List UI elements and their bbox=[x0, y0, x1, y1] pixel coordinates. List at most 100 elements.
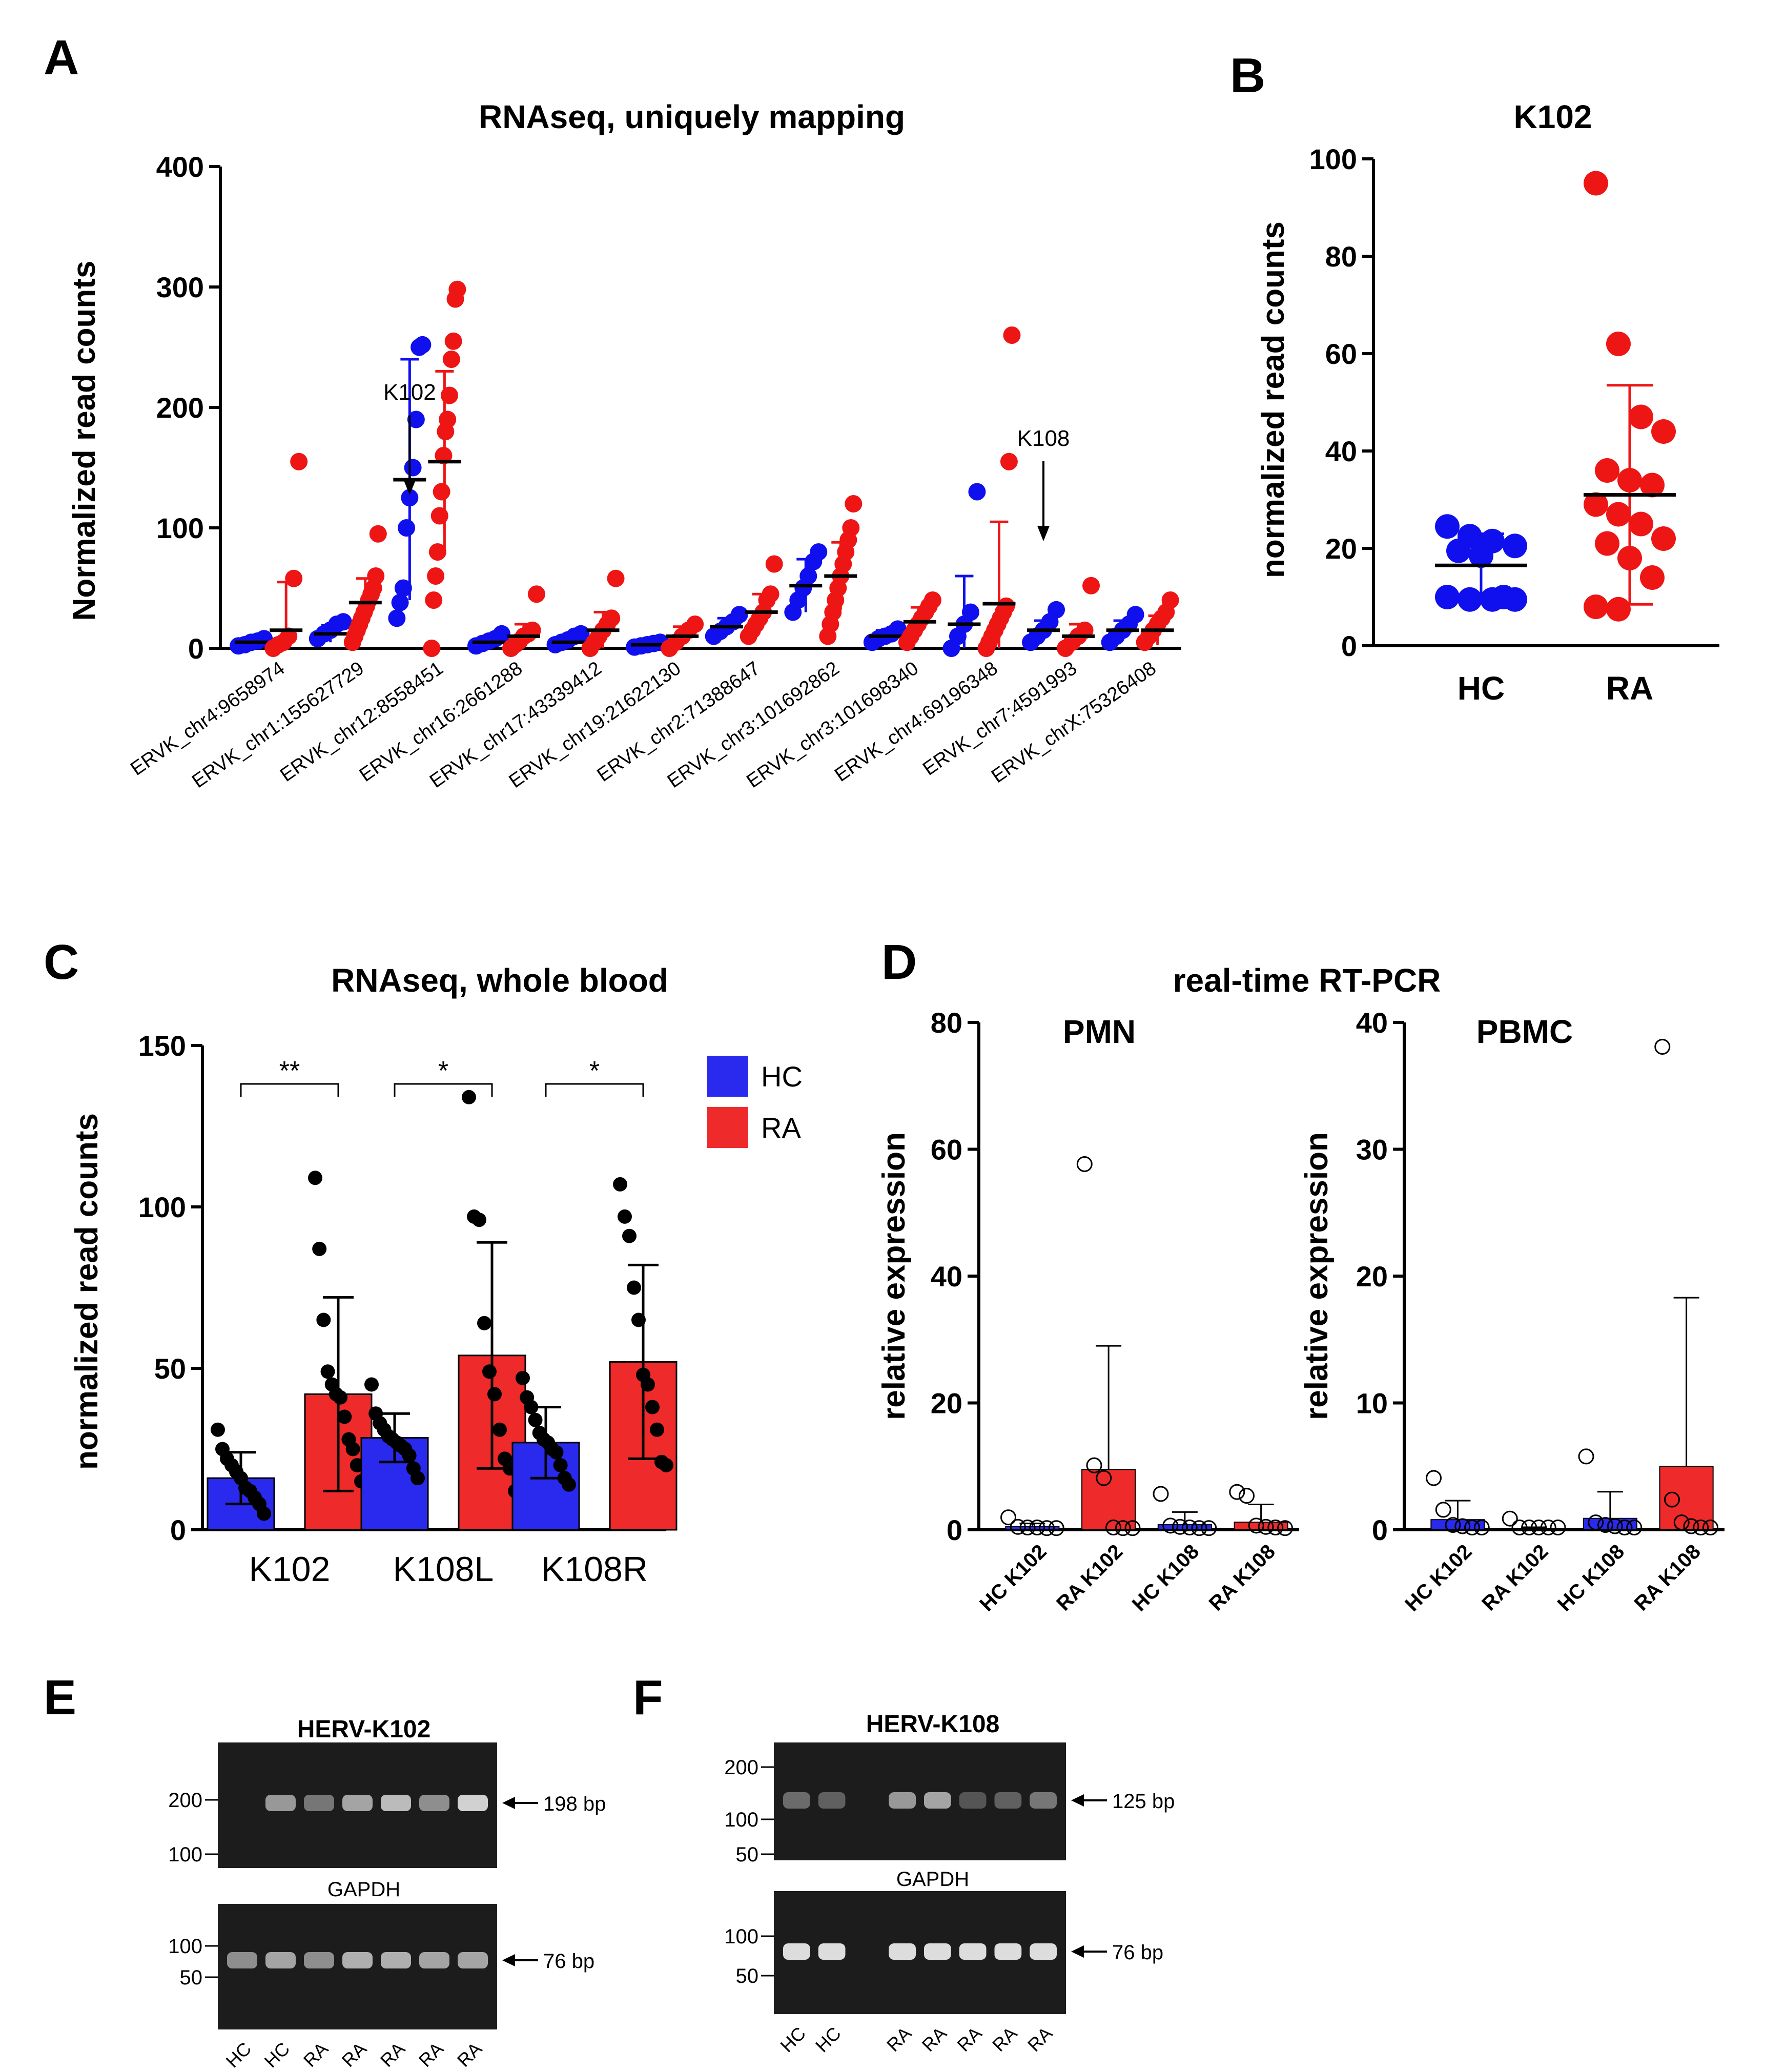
panel-letter-f: F bbox=[633, 1670, 663, 1725]
chart-a-point bbox=[404, 459, 422, 477]
chart-c-ytick-label: 100 bbox=[138, 1191, 186, 1223]
chart-a-point bbox=[961, 603, 979, 621]
chart-a-point bbox=[444, 332, 462, 350]
chart-b-point bbox=[1606, 332, 1631, 356]
chart-d-pmn-point bbox=[1191, 1520, 1207, 1536]
chart-d-pmn-point bbox=[1076, 1156, 1093, 1172]
gel-f-marker-label: 50 bbox=[736, 1965, 759, 1987]
gel-f-bottom-image bbox=[774, 1891, 1066, 2014]
chart-a-point bbox=[765, 555, 783, 573]
chart-a-point bbox=[433, 483, 450, 501]
chart-b-point bbox=[1606, 502, 1631, 527]
gel-e-band bbox=[342, 1952, 373, 1968]
chart-d-pbmc-point bbox=[1654, 1039, 1671, 1055]
chart-b-ytick-label: 0 bbox=[1341, 630, 1357, 662]
gel-e-band bbox=[265, 1795, 296, 1811]
chart-a-point bbox=[428, 543, 446, 561]
gel-f-bottom-title: GAPDH bbox=[896, 1868, 969, 1891]
chart-b-point bbox=[1584, 492, 1608, 517]
chart-a-title: RNAseq, uniquely mapping bbox=[479, 98, 905, 135]
chart-d-pbmc-point bbox=[1426, 1470, 1442, 1486]
chart-d-pbmc-xtick-label: RA K108 bbox=[1630, 1540, 1705, 1615]
gel-f-band bbox=[924, 1943, 951, 1960]
chart-c-point bbox=[627, 1280, 641, 1295]
chart-a-point bbox=[290, 453, 308, 470]
gel-e-band bbox=[381, 1795, 411, 1811]
chart-b-xtick-label: HC bbox=[1458, 670, 1505, 707]
chart-a-point bbox=[369, 525, 387, 543]
chart-d-pmn-point bbox=[1267, 1520, 1284, 1536]
chart-b-ylabel: normalized read counts bbox=[1256, 221, 1291, 578]
gel-e-marker-label: 100 bbox=[168, 1935, 202, 1958]
chart-a-point bbox=[686, 616, 704, 633]
chart-c-point bbox=[308, 1171, 322, 1185]
chart-d-pbmc-ylabel: relative expression bbox=[1299, 1132, 1335, 1420]
gel-f-lane-label: RA bbox=[1023, 2023, 1056, 2056]
chart-a-point bbox=[1048, 601, 1065, 619]
chart-a-point bbox=[1126, 606, 1144, 624]
chart-c-point bbox=[562, 1477, 576, 1492]
chart-b-title: K102 bbox=[1514, 98, 1592, 135]
chart-c-point bbox=[472, 1213, 486, 1227]
gel-f-band bbox=[959, 1943, 987, 1960]
chart-d-pmn-point bbox=[1153, 1486, 1169, 1502]
chart-b-point bbox=[1651, 526, 1676, 551]
chart-d-pbmc-point bbox=[1502, 1510, 1518, 1527]
chart-b-point bbox=[1584, 594, 1608, 619]
panel-d-title: real-time RT-PCR bbox=[1173, 962, 1441, 999]
gel-f-band bbox=[889, 1943, 916, 1960]
gel-f-band bbox=[818, 1792, 846, 1809]
chart-d-pbmc-title: PBMC bbox=[1476, 1013, 1573, 1050]
chart-a-annotation-arrowhead bbox=[1037, 526, 1050, 541]
gel-e-band-label: 198 bp bbox=[543, 1793, 606, 1815]
chart-c-xtick-label: K102 bbox=[249, 1550, 331, 1589]
chart-d-pbmc-point bbox=[1540, 1520, 1556, 1536]
chart-a-ylabel: Normalized read counts bbox=[67, 261, 102, 621]
chart-c-point bbox=[337, 1409, 352, 1424]
chart-c-significance-bracket bbox=[394, 1083, 493, 1097]
chart-d-pmn-xtick-label: HC K108 bbox=[1128, 1540, 1203, 1615]
chart-d-pmn-point bbox=[1010, 1519, 1026, 1535]
chart-b-point bbox=[1435, 514, 1460, 539]
chart-c-point bbox=[257, 1506, 271, 1521]
gel-e-lane-label: RA bbox=[453, 2038, 486, 2071]
chart-b-ytick-label: 100 bbox=[1309, 143, 1357, 175]
chart-a-point bbox=[845, 495, 863, 512]
gel-e-band bbox=[342, 1795, 373, 1811]
gel-f-top-image bbox=[774, 1742, 1066, 1860]
chart-b-point bbox=[1446, 538, 1471, 563]
chart-b-point bbox=[1629, 404, 1653, 429]
chart-c-xtick-label: K108R bbox=[541, 1550, 648, 1589]
gel-f-band bbox=[818, 1943, 846, 1960]
chart-a-point bbox=[430, 507, 448, 525]
chart-b-point bbox=[1458, 587, 1482, 612]
chart-c-point bbox=[345, 1442, 360, 1456]
chart-d-pmn-point bbox=[1277, 1520, 1293, 1536]
chart-c-xtick-label: K108L bbox=[393, 1550, 494, 1589]
chart-a-annotation-arrowhead bbox=[403, 480, 416, 495]
gel-e-lane-label: RA bbox=[338, 2038, 371, 2071]
gel-e: HERV-K102 GAPDH 200 100 198 bp 100 50 76 bp HC… bbox=[168, 1716, 606, 2071]
gel-e-marker-label: 100 bbox=[168, 1843, 202, 1866]
chart-a-ytick-label: 300 bbox=[156, 271, 204, 303]
panel-letter-b: B bbox=[1230, 48, 1265, 103]
gel-e-bottom-title: GAPDH bbox=[327, 1878, 400, 1901]
chart-d-pbmc-ytick-label: 0 bbox=[1372, 1514, 1388, 1546]
chart-d-pmn-xtick-label: HC K102 bbox=[975, 1540, 1051, 1615]
chart-d-pbmc-point bbox=[1597, 1517, 1614, 1533]
chart-c-point bbox=[618, 1209, 632, 1224]
chart-a-point bbox=[923, 591, 941, 609]
chart-c-significance-label: ** bbox=[279, 1056, 300, 1086]
chart-a-ytick-label: 0 bbox=[188, 632, 204, 665]
chart-d-pmn-ytick-label: 60 bbox=[931, 1134, 962, 1166]
chart-a-point bbox=[423, 640, 441, 657]
gel-f-marker-label: 200 bbox=[724, 1756, 758, 1779]
chart-b-point bbox=[1640, 473, 1665, 498]
chart-a-point bbox=[407, 411, 425, 428]
gel-e-band-arrowhead bbox=[502, 1954, 515, 1966]
gel-e-lane-label: RA bbox=[376, 2038, 409, 2071]
chart-d-pbmc-point bbox=[1435, 1502, 1451, 1518]
chart-c-point bbox=[411, 1471, 425, 1486]
chart-b-point bbox=[1617, 546, 1642, 570]
chart-a-point bbox=[607, 569, 625, 587]
